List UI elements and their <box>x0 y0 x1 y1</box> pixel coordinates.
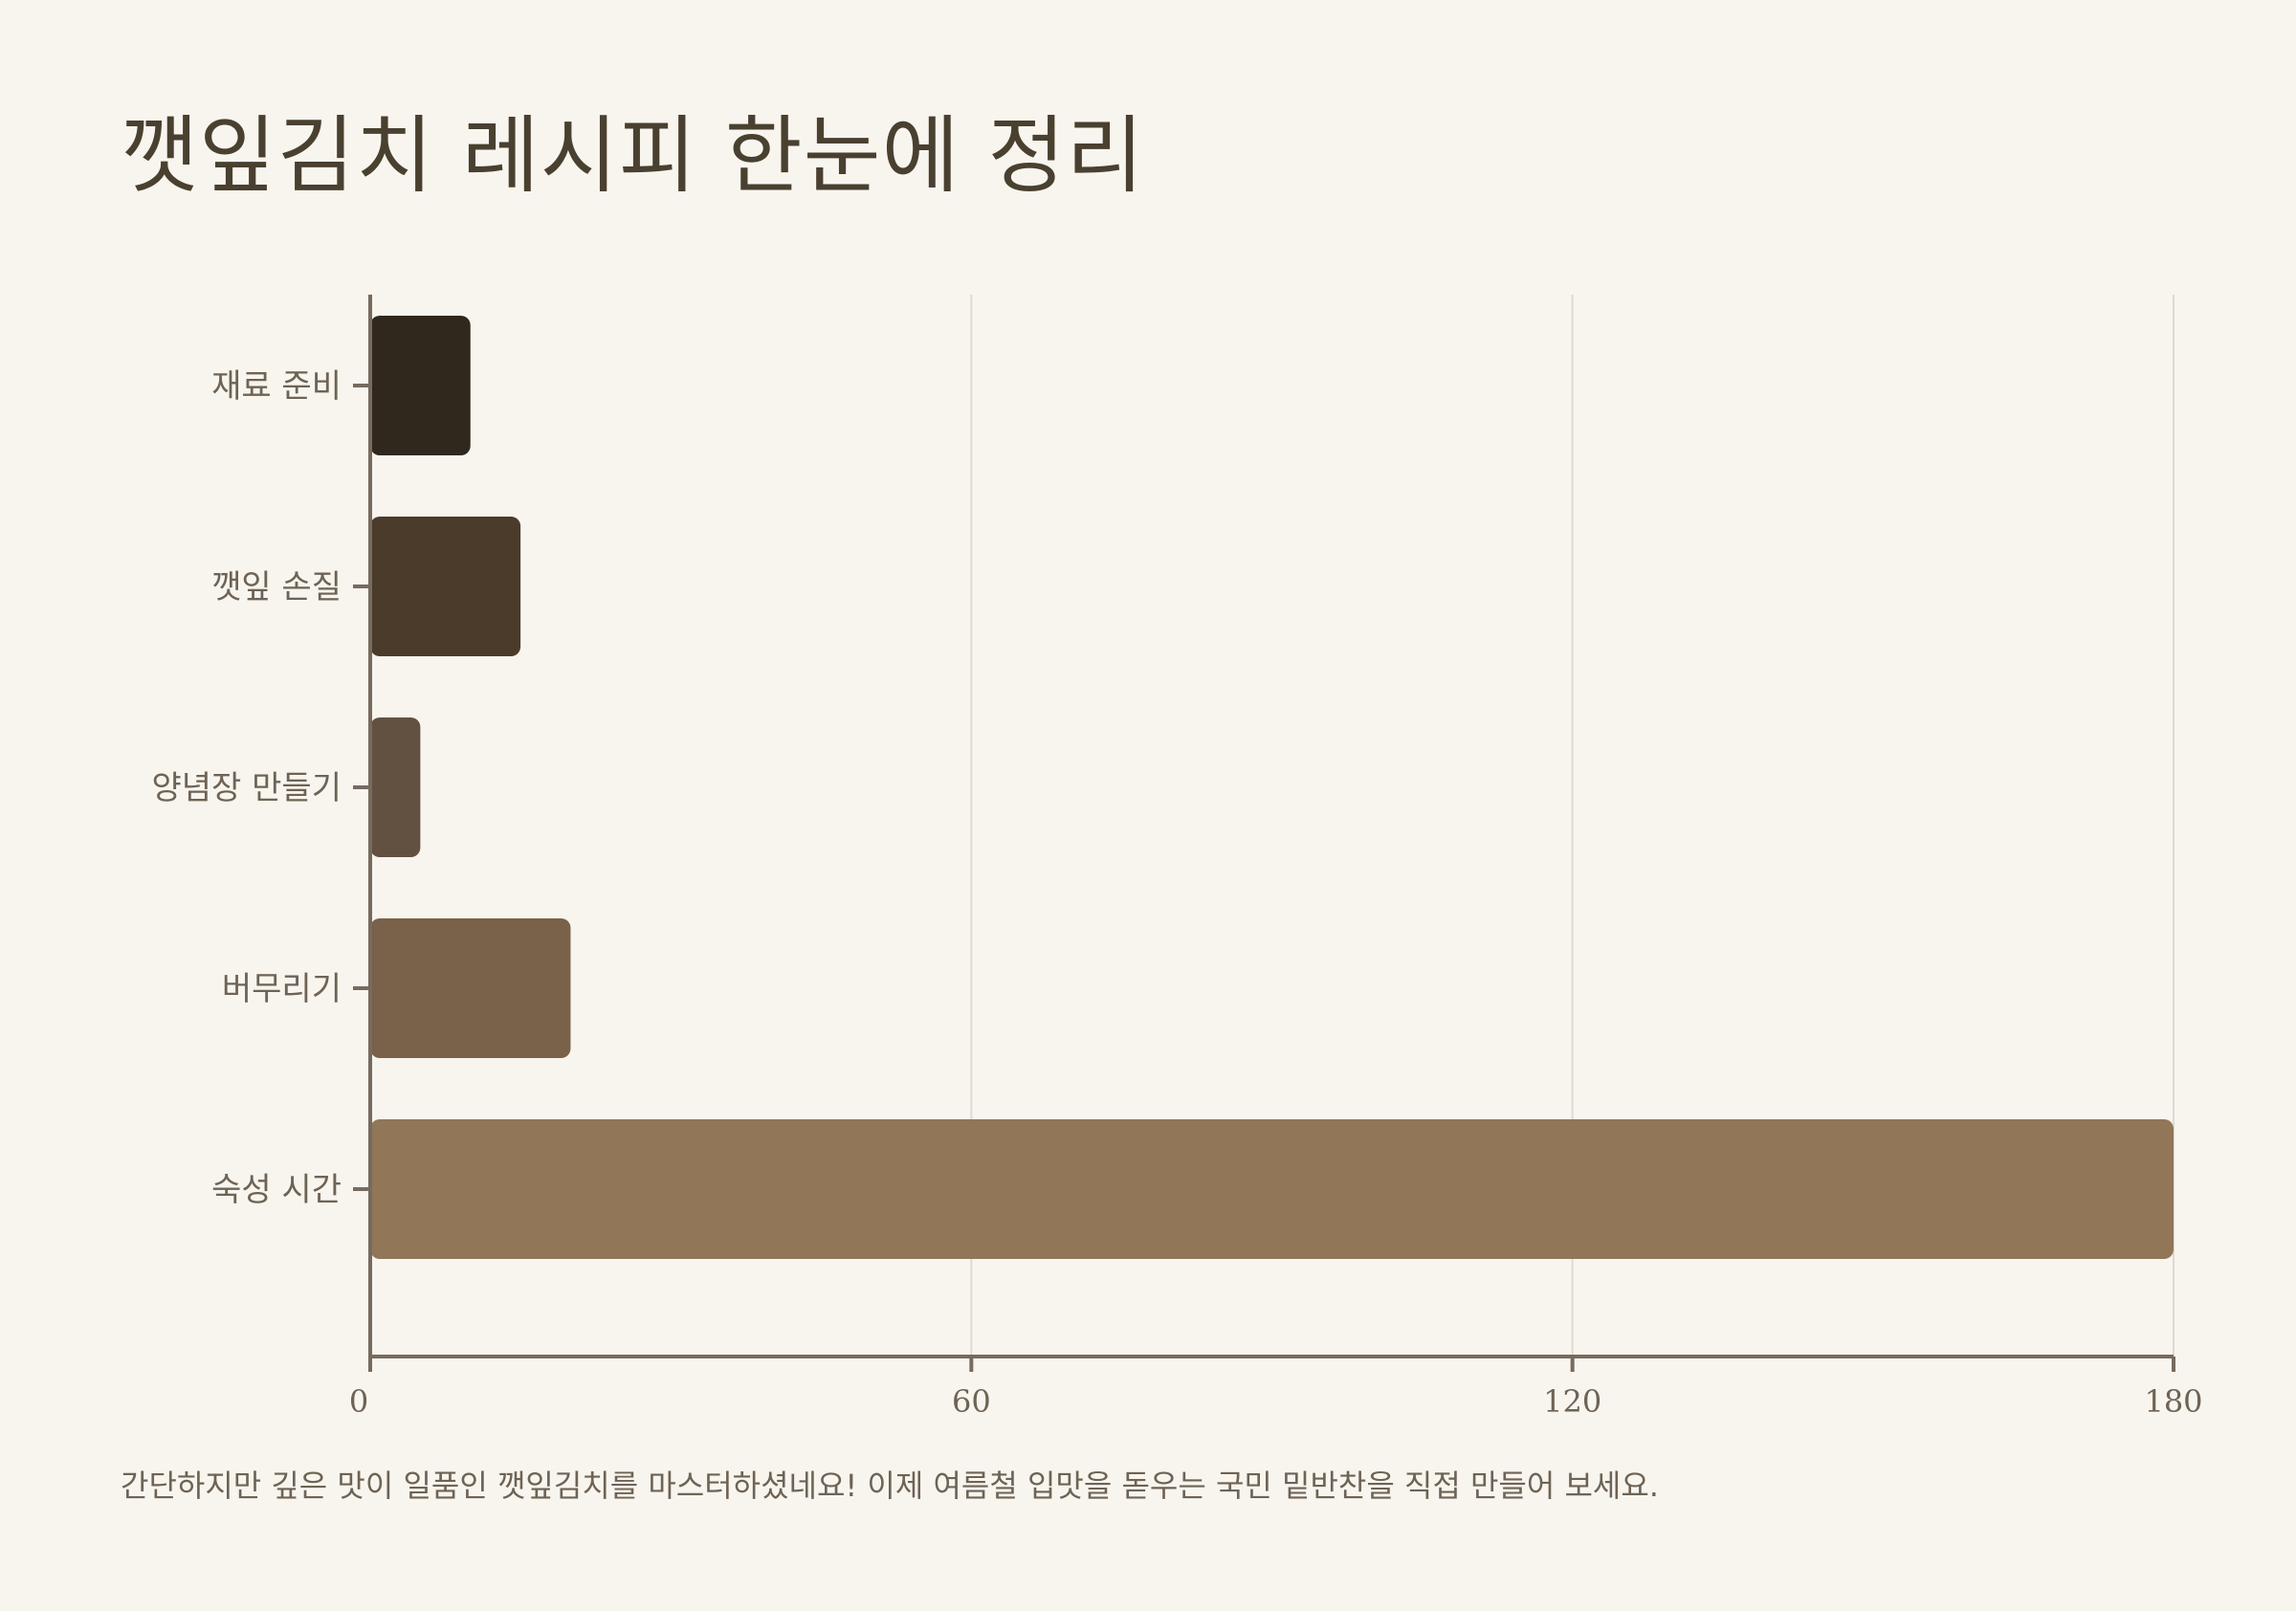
x-tick-label: 60 <box>952 1383 991 1420</box>
category-label: 숙성 시간 <box>211 1171 342 1209</box>
bars <box>370 316 2174 1259</box>
x-tick-label: 0 <box>349 1383 368 1420</box>
category-label: 깻잎 손질 <box>211 568 342 607</box>
category-label: 버무리기 <box>222 970 342 1008</box>
category-label: 재료 준비 <box>211 367 342 406</box>
axes <box>353 295 2175 1372</box>
bar-2 <box>370 517 521 656</box>
x-tick-label: 180 <box>2144 1383 2202 1420</box>
bar-5 <box>370 1119 2174 1259</box>
chart-title: 깻잎김치 레시피 한눈에 정리 <box>121 106 1145 205</box>
bar-3 <box>370 717 421 857</box>
bar-4 <box>370 918 571 1058</box>
x-tick-label: 120 <box>1543 1383 1601 1420</box>
category-label: 양념장 만들기 <box>152 769 342 807</box>
bar-1 <box>370 316 471 455</box>
chart-caption: 간단하지만 깊은 맛이 일품인 깻잎김치를 마스터하셨네요! 이제 여름철 입맛… <box>121 1468 1659 1504</box>
